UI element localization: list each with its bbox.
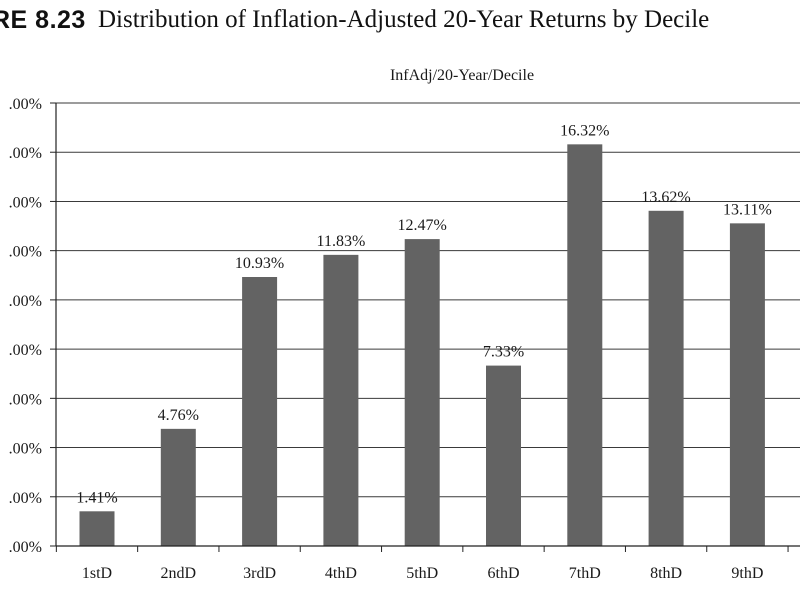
- x-tick-label: 5thD: [406, 565, 438, 582]
- data-label: 1.41%: [76, 489, 117, 506]
- data-label: 13.62%: [641, 189, 690, 206]
- x-tick-label: 9thD: [731, 565, 763, 582]
- data-label: 16.32%: [560, 122, 609, 139]
- bar: [79, 511, 115, 546]
- data-label: 13.11%: [723, 201, 772, 218]
- data-label: 10.93%: [235, 255, 284, 272]
- bar: [323, 254, 359, 546]
- bar: [160, 428, 196, 546]
- y-tick-label: .00%: [9, 145, 42, 162]
- y-tick-label: .00%: [9, 244, 42, 261]
- bar: [729, 223, 765, 546]
- y-axis-ticks: .00% .00% .00% .00% .00% .00% .00% .00% .00% .00%: [9, 96, 56, 556]
- y-tick-label: .00%: [9, 194, 42, 211]
- figure-caption: Distribution of Inflation-Adjusted 20-Ye…: [98, 6, 710, 33]
- bar: [648, 210, 684, 546]
- bar: [242, 277, 278, 546]
- data-label: 12.47%: [398, 217, 447, 234]
- bar: [567, 144, 603, 546]
- chart-title: InfAdj/20-Year/Decile: [390, 67, 534, 84]
- x-tick-label: 6thD: [488, 565, 520, 582]
- x-tick-label: 3rdD: [243, 565, 276, 582]
- axes: [55, 103, 800, 552]
- data-label: 11.83%: [317, 233, 366, 250]
- figure-label: RE 8.23: [0, 6, 86, 34]
- data-label: 4.76%: [158, 407, 199, 424]
- bar: [404, 239, 440, 547]
- y-tick-label: .00%: [9, 293, 42, 310]
- x-tick-label: 2ndD: [161, 565, 197, 582]
- y-tick-label: .00%: [9, 96, 42, 113]
- x-tick-label: 8thD: [650, 565, 682, 582]
- x-tick-label: 7thD: [569, 565, 601, 582]
- y-tick-label: .00%: [9, 342, 42, 359]
- x-tick-label: 4thD: [325, 565, 357, 582]
- x-tick-label: 1stD: [82, 565, 112, 582]
- data-label: 7.33%: [483, 344, 524, 361]
- bars: 1.41% 1stD 4.76% 2ndD 10.93% 3rdD 11.83% 4thD 12…: [76, 122, 771, 582]
- y-tick-label: .00%: [9, 490, 42, 507]
- y-tick-label: .00%: [9, 539, 42, 556]
- y-tick-label: .00%: [9, 391, 42, 408]
- y-tick-label: .00%: [9, 441, 42, 458]
- bar: [486, 365, 521, 546]
